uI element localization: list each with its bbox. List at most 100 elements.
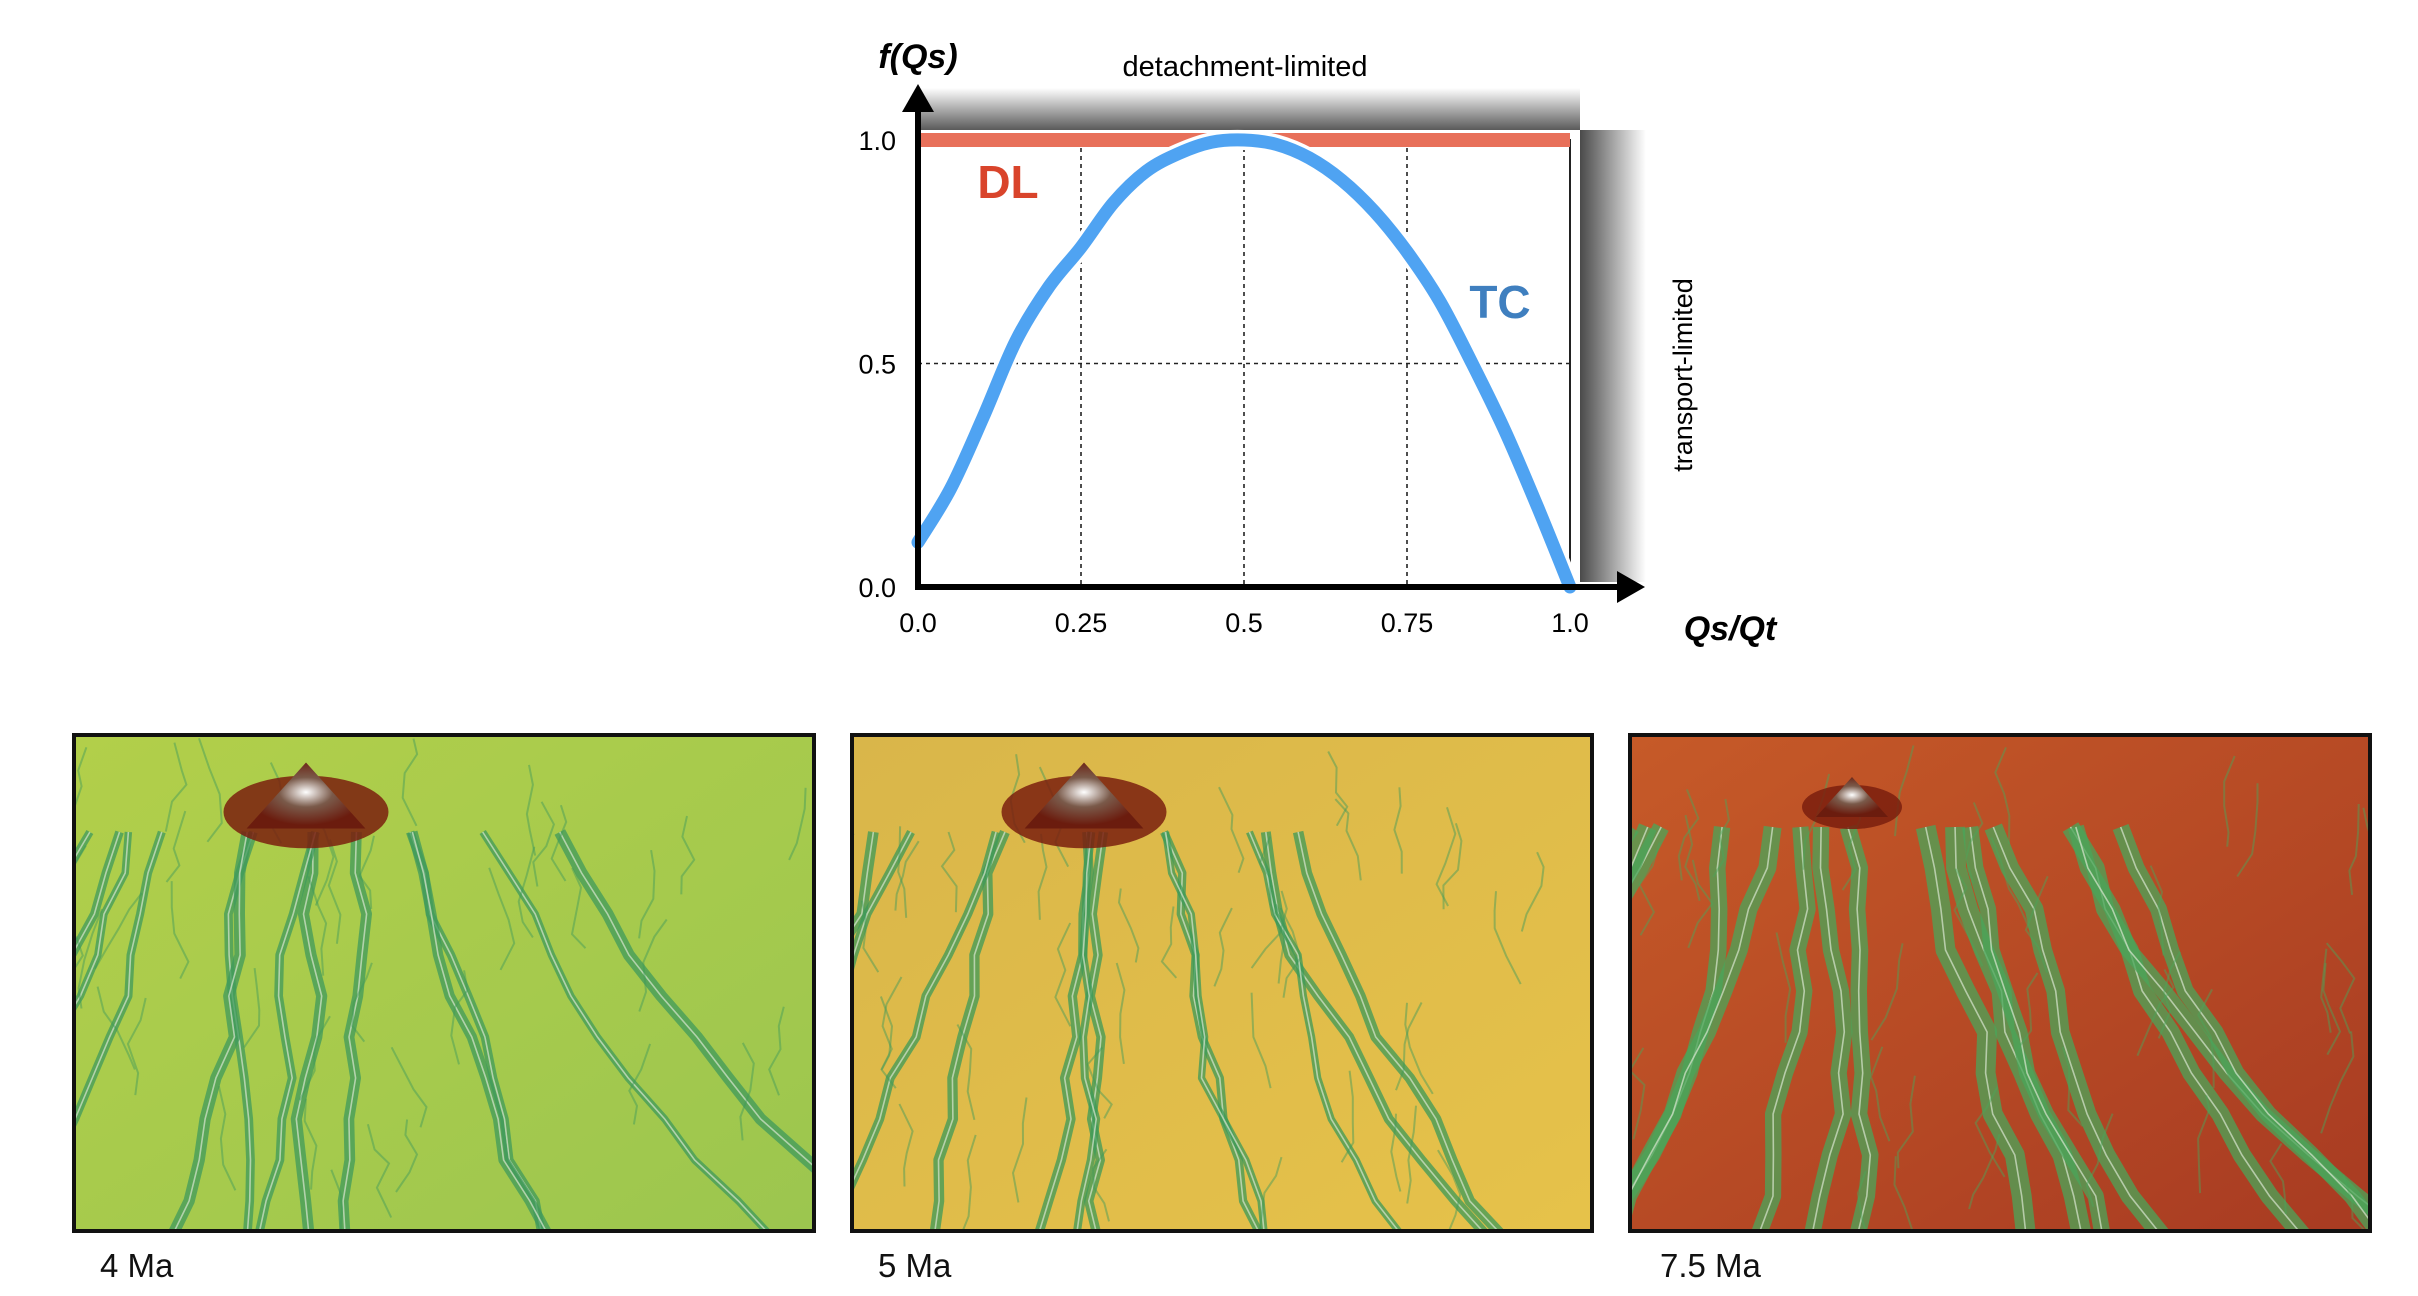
tributary [1442, 823, 1463, 910]
detachment-limited-label: detachment-limited [1123, 51, 1368, 83]
tributary [1990, 837, 2031, 930]
tributary [2322, 963, 2342, 1056]
tributary [450, 970, 469, 1065]
tributary [956, 1024, 976, 1121]
y-tick-label: 1.0 [858, 126, 896, 156]
tributary [1393, 787, 1403, 874]
tributary [628, 1043, 652, 1125]
tributary [330, 1169, 343, 1229]
tributary [1091, 1148, 1110, 1222]
channel-highlight [1297, 831, 1498, 1229]
landscape-panel-4ma [72, 733, 816, 1233]
channel-highlight [227, 831, 255, 1229]
tributary [358, 835, 375, 909]
landscape-panel-7-5ma [1628, 733, 2372, 1233]
channel-highlight [559, 831, 812, 1166]
tributary [94, 892, 143, 970]
tributary [2362, 807, 2368, 832]
tributary [768, 1006, 785, 1096]
channel-highlight [1632, 826, 1774, 1191]
tributary [1115, 962, 1126, 1065]
tributary [307, 875, 328, 976]
landscape-image [76, 737, 812, 1229]
channel-highlight [1924, 826, 2027, 1229]
y-tick-label: 0.0 [858, 573, 896, 603]
tributary [390, 1046, 428, 1128]
tributary [76, 845, 87, 865]
tributary [1894, 745, 1915, 837]
series-label-dl: DL [977, 156, 1038, 208]
channel-highlight [1163, 831, 1259, 1229]
tributary [76, 746, 88, 806]
tributary [1160, 906, 1178, 979]
tributary [1086, 1046, 1113, 1119]
channel-highlight [1992, 826, 2158, 1229]
tributary [77, 908, 103, 1009]
landscape-panel-5ma [850, 733, 1594, 1233]
tributary [1687, 859, 1714, 949]
plot-background [918, 88, 1646, 582]
tributary [126, 997, 147, 1096]
series-layer [908, 129, 1580, 597]
tributary [940, 831, 958, 913]
tributary [897, 826, 908, 918]
channel-highlight [1087, 831, 1105, 1229]
tributary [2320, 1031, 2355, 1134]
tributary [1520, 851, 1545, 932]
tributary [638, 918, 668, 1012]
channel-highlight [854, 831, 997, 1181]
tributary [2197, 988, 2215, 1089]
channel-highlight [76, 831, 163, 1119]
y-tick-label: 0.5 [858, 350, 896, 380]
tributary [1896, 1075, 1916, 1169]
channel-highlight [76, 831, 130, 1005]
tributary [1953, 868, 1984, 967]
series-label-tc: TC [1469, 276, 1530, 328]
tributary [739, 1042, 755, 1141]
x-tick-label: 0.25 [1055, 608, 1108, 638]
tributary [243, 967, 261, 1048]
tributary [898, 1103, 914, 1187]
tributary [2157, 951, 2181, 1039]
channel-highlight [295, 831, 323, 1229]
x-tick-label: 0.0 [899, 608, 937, 638]
tributary [96, 986, 136, 1070]
tributary [2024, 875, 2049, 974]
tributary [1390, 1113, 1402, 1192]
tributary [517, 846, 536, 938]
tributary [1334, 798, 1362, 881]
tributary [1037, 833, 1048, 920]
tributary [2269, 1142, 2287, 1215]
channel-highlight [2119, 826, 2368, 1220]
tributary [525, 764, 537, 856]
tributary [298, 1015, 331, 1101]
tributary [488, 867, 516, 971]
tributary [1870, 943, 1904, 1041]
tributary [570, 867, 587, 949]
tributary [1435, 807, 1457, 907]
tributary [1218, 786, 1245, 874]
tributary [1684, 814, 1701, 902]
tributary [165, 810, 187, 883]
tributary [1712, 798, 1730, 878]
x-axis-label: Qs/Qt [1684, 610, 1778, 648]
channel-highlight [174, 831, 248, 1229]
tributary [2149, 865, 2165, 956]
tributary [550, 804, 568, 882]
tributary [680, 815, 696, 895]
tributary [170, 881, 190, 980]
tributary [1395, 1002, 1423, 1091]
tributary [366, 1123, 393, 1218]
y-axis-arrow [902, 84, 934, 112]
tributary [2085, 1113, 2114, 1207]
channel-highlight [854, 831, 875, 928]
panel-caption-7-5ma: 7.5 Ma [1660, 1247, 1761, 1284]
tributary [303, 1098, 318, 1190]
tributary [1274, 903, 1286, 984]
panel-caption-4ma: 4 Ma [100, 1247, 174, 1284]
panel-caption-5ma: 5 Ma [878, 1247, 952, 1284]
tributary [1404, 1002, 1434, 1095]
series-line-tc [911, 133, 1577, 594]
channel-highlight [934, 831, 1006, 1229]
transport-limited-label: transport-limited [1668, 278, 1698, 472]
